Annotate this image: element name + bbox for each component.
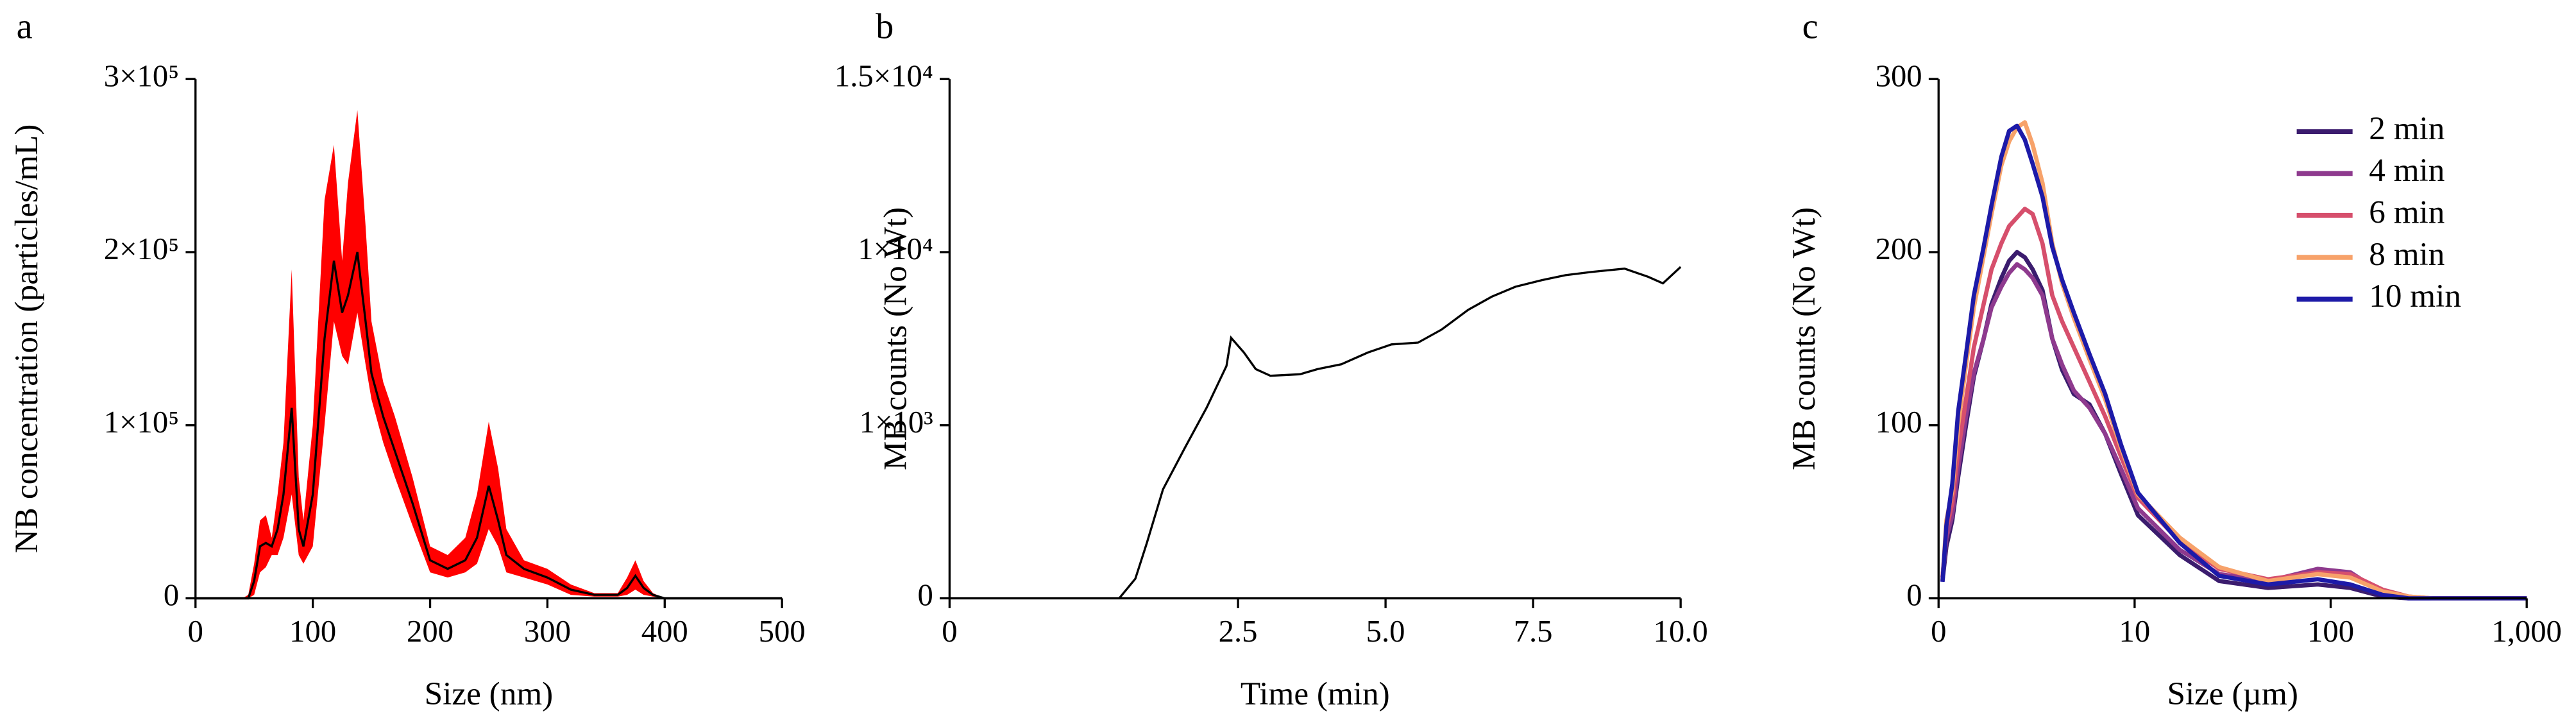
y-tick-label: 1.5×10⁴ <box>835 58 933 93</box>
series-line <box>1940 123 2527 601</box>
x-tick-label: 300 <box>524 614 571 649</box>
y-tick-label: 0 <box>164 578 179 613</box>
x-tick-label: 100 <box>289 614 336 649</box>
x-tick-label: 0 <box>188 614 203 649</box>
legend-label: 8 min <box>2369 236 2445 273</box>
y-tick-label: 1×10⁵ <box>104 405 179 439</box>
x-tick-label: 0 <box>1931 614 1946 649</box>
y-axis-title: MB counts (No Wt) <box>1786 207 1822 470</box>
panel: 0 1×10⁵ 2×10⁵ 3×10⁵ 0 100 200 300 400 500 Size (nm… <box>8 6 806 712</box>
legend-label: 10 min <box>2369 278 2461 314</box>
data-line <box>195 252 783 600</box>
y-tick-label: 100 <box>1876 405 1922 439</box>
y-tick-label: 300 <box>1876 58 1922 93</box>
x-tick-label: 200 <box>407 614 453 649</box>
x-tick-label: 10 <box>2119 614 2151 649</box>
x-tick-label: 1,000 <box>2491 614 2561 649</box>
x-tick-label: 0 <box>942 614 957 649</box>
y-tick-label: 2×10⁵ <box>104 232 179 266</box>
x-tick-label: 100 <box>2307 614 2354 649</box>
legend-label: 6 min <box>2369 194 2445 231</box>
panel-label: c <box>1802 6 1818 46</box>
y-axis-title: NB concentration (particles/mL) <box>8 124 45 553</box>
y-tick-label: 200 <box>1876 232 1922 266</box>
series-line <box>1940 262 2527 601</box>
x-tick-label: 2.5 <box>1219 614 1258 649</box>
y-tick-label: 3×10⁵ <box>104 58 179 93</box>
error-band <box>195 110 783 599</box>
panel-label: b <box>876 6 894 46</box>
x-tick-label: 400 <box>641 614 688 649</box>
data-line <box>1118 266 1682 599</box>
legend-label: 4 min <box>2369 152 2445 189</box>
y-tick-label: 1×10³ <box>860 405 933 439</box>
x-tick-label: 5.0 <box>1366 614 1405 649</box>
x-axis-title: Time (min) <box>1241 676 1390 712</box>
x-axis-title: Size (nm) <box>425 676 554 712</box>
x-tick-label: 7.5 <box>1514 614 1553 649</box>
panel-label: a <box>17 6 33 46</box>
y-tick-label: 0 <box>917 578 933 613</box>
x-tick-label: 500 <box>759 614 806 649</box>
x-tick-label: 10.0 <box>1654 614 1708 649</box>
x-axis-title: Size (µm) <box>2167 676 2298 712</box>
y-tick-label: 0 <box>1906 578 1922 613</box>
y-tick-label: 1×10⁴ <box>858 232 933 266</box>
legend-label: 2 min <box>2369 110 2445 147</box>
legend: 2 min 4 min 6 min 8 min 10 min <box>2296 110 2461 314</box>
panel: 0 1×10³ 1×10⁴ 1.5×10⁴ 0 2.5 5.0 7.5 10.0 Time (mi… <box>835 6 1708 712</box>
panel: 0 100 200 300 0 10 100 1,000 Size (µm) MB counts … <box>1786 6 2562 712</box>
y-axis-title: MB counts (No Wt) <box>877 207 914 470</box>
